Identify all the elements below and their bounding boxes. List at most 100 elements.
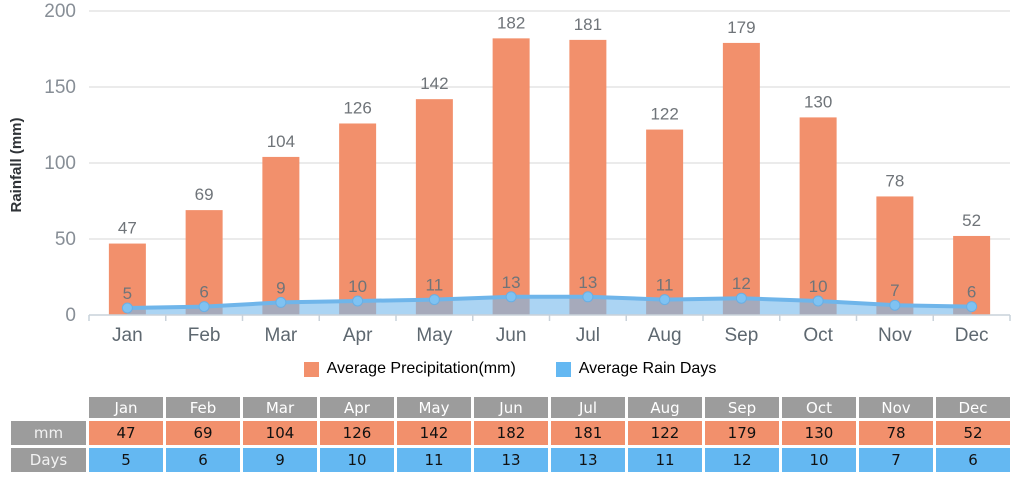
rain-days-marker-dec[interactable]: [966, 301, 978, 313]
x-axis-label-jun: Jun: [496, 325, 527, 346]
table-header-cell-nov: Nov: [859, 397, 933, 418]
bar-value-label: 52: [962, 211, 981, 230]
x-axis-label-feb: Feb: [188, 325, 221, 346]
rain-days-marker-jun[interactable]: [505, 291, 517, 303]
y-axis-title: Rainfall (mm): [8, 117, 25, 212]
table-cell-days-mar: 9: [243, 448, 317, 472]
rain-days-line: [125, 294, 974, 310]
bar-value-label: 126: [343, 98, 371, 117]
table-header-cell-dec: Dec: [936, 397, 1010, 418]
table-cell-days-dec: 6: [936, 448, 1010, 472]
rain-days-value-label: 10: [348, 277, 367, 296]
table-cell-mm-dec: 52: [936, 421, 1010, 445]
table-cell-mm-jun: 182: [474, 421, 548, 445]
rain-days-value-label: 11: [656, 276, 674, 295]
bar-value-label: 104: [267, 132, 295, 151]
table-cell-mm-aug: 122: [628, 421, 702, 445]
rain-days-marker-jul[interactable]: [582, 291, 594, 303]
table-cell-days-jan: 5: [89, 448, 163, 472]
table-header-cell-sep: Sep: [705, 397, 779, 418]
table-cell-mm-apr: 126: [320, 421, 394, 445]
bar-aug[interactable]: [646, 129, 684, 315]
legend-item-average-rain-days[interactable]: Average Rain Days: [555, 360, 717, 377]
table-cell-mm-jul: 181: [551, 421, 625, 445]
rain-days-marker-apr[interactable]: [352, 295, 364, 307]
rain-days-value-label: 13: [578, 273, 597, 292]
rain-days-marker-mar[interactable]: [275, 296, 287, 308]
legend-label: Average Precipitation(mm): [326, 360, 516, 377]
x-axis-label-dec: Dec: [955, 325, 989, 346]
table-cell-days-sep: 12: [705, 448, 779, 472]
x-axis-label-oct: Oct: [803, 325, 833, 346]
rain-days-marker-nov[interactable]: [889, 299, 901, 311]
table-cell-days-aug: 11: [628, 448, 702, 472]
x-axis-label-nov: Nov: [878, 325, 912, 346]
y-axis-tick-label: 50: [55, 229, 76, 250]
bar-mar[interactable]: [262, 156, 300, 315]
bar-value-label: 122: [650, 105, 678, 124]
table-header-cell-aug: Aug: [628, 397, 702, 418]
table-row-label: Days: [11, 448, 86, 472]
table-corner-cell: [11, 397, 86, 418]
chart-legend: Average Precipitation(mm) Average Rain Da…: [0, 358, 1020, 380]
bar-value-label: 179: [727, 18, 755, 37]
table-cell-days-apr: 10: [320, 448, 394, 472]
rain-days-value-label: 11: [426, 276, 444, 295]
legend-item-average-precipitation-mm[interactable]: Average Precipitation(mm): [303, 360, 516, 377]
bar-nov[interactable]: [876, 196, 914, 315]
table-header-cell-feb: Feb: [166, 397, 240, 418]
bar-may[interactable]: [415, 99, 453, 315]
bar-sep[interactable]: [722, 42, 760, 316]
bar-value-label: 142: [420, 74, 448, 93]
table-header-cell-oct: Oct: [782, 397, 856, 418]
rain-days-value-label: 13: [502, 273, 521, 292]
rain-days-area: [127, 296, 972, 315]
rain-days-value-label: 12: [732, 274, 751, 293]
x-axis-label-aug: Aug: [648, 325, 682, 346]
bar-oct[interactable]: [799, 117, 837, 316]
bar-apr[interactable]: [339, 123, 377, 315]
table-cell-mm-nov: 78: [859, 421, 933, 445]
table-row-mm: mm 47 69 104 126 142 182 181 122 179 130 78 52: [11, 421, 1010, 445]
table-header-cell-jan: Jan: [89, 397, 163, 418]
bar-jul[interactable]: [569, 39, 607, 315]
bar-value-label: 69: [195, 185, 214, 204]
x-axis-label-jul: Jul: [576, 325, 600, 346]
table-header-cell-mar: Mar: [243, 397, 317, 418]
table-cell-mm-feb: 69: [166, 421, 240, 445]
table-cell-days-feb: 6: [166, 448, 240, 472]
table-header-cell-may: May: [397, 397, 471, 418]
legend-swatch-orange-square-icon: [303, 361, 319, 377]
x-axis-label-mar: Mar: [265, 325, 298, 346]
bar-feb[interactable]: [185, 210, 223, 315]
rain-days-marker-aug[interactable]: [659, 294, 671, 306]
legend-label: Average Rain Days: [578, 360, 717, 377]
table-cell-mm-mar: 104: [243, 421, 317, 445]
x-axis-label-jan: Jan: [112, 325, 143, 346]
bar-jun[interactable]: [492, 38, 530, 316]
rain-days-marker-sep[interactable]: [735, 292, 747, 304]
table-header-cell-jun: Jun: [474, 397, 548, 418]
table-header-cell-jul: Jul: [551, 397, 625, 418]
rain-days-marker-may[interactable]: [428, 294, 440, 306]
rain-days-value-label: 6: [967, 283, 976, 302]
table-cell-mm-jan: 47: [89, 421, 163, 445]
x-axis-label-apr: Apr: [343, 325, 373, 346]
x-axis-label-may: May: [416, 325, 452, 346]
table-cell-mm-may: 142: [397, 421, 471, 445]
rain-days-marker-jan[interactable]: [121, 302, 133, 314]
rain-days-marker-oct[interactable]: [812, 295, 824, 307]
x-axis-label-sep: Sep: [724, 325, 758, 346]
rainfall-data-table: Jan Feb Mar Apr May Jun Jul Aug Sep Oct Nov Dec mm 47…: [8, 394, 1013, 475]
bar-value-label: 130: [804, 92, 832, 111]
bar-value-label: 181: [574, 15, 602, 34]
rain-days-marker-feb[interactable]: [198, 301, 210, 313]
y-axis-tick-label: 0: [65, 305, 76, 326]
table-header-row: Jan Feb Mar Apr May Jun Jul Aug Sep Oct Nov Dec: [11, 397, 1010, 418]
table-cell-days-nov: 7: [859, 448, 933, 472]
table-cell-days-may: 11: [397, 448, 471, 472]
rain-days-value-label: 6: [199, 283, 208, 302]
y-axis-tick-label: 200: [44, 1, 76, 22]
